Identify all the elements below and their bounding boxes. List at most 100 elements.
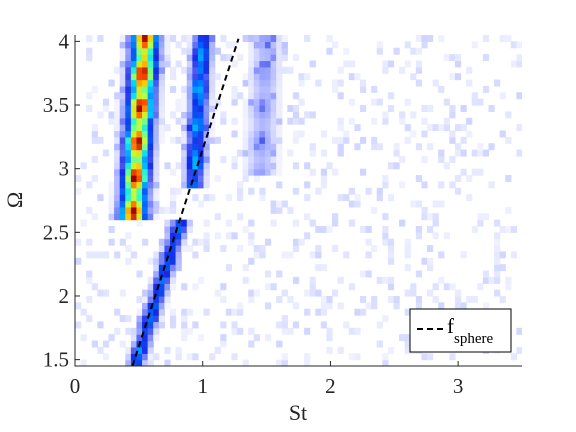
heatmap-cell (264, 79, 272, 87)
heatmap-cell (209, 98, 216, 106)
heatmap-cell (169, 225, 177, 233)
heatmap-cell (142, 66, 149, 74)
heatmap-cell (203, 79, 210, 87)
heatmap-cell (242, 162, 249, 170)
heatmap-cell (97, 289, 104, 297)
heatmap-cell (376, 98, 383, 106)
heatmap-cell (259, 41, 266, 49)
heatmap-cell (125, 346, 132, 354)
heatmap-cell (164, 346, 171, 354)
heatmap-cell (197, 66, 205, 74)
heatmap-cell (142, 315, 149, 323)
heatmap-cell (158, 117, 165, 125)
heatmap-cell (147, 60, 154, 68)
heatmap-cell (209, 79, 216, 87)
heatmap-cell (315, 308, 322, 316)
heatmap-cell (203, 85, 210, 93)
heatmap-cell (153, 251, 160, 259)
heatmap-cell (158, 251, 165, 259)
heatmap-cell (242, 168, 249, 176)
heatmap-cell (499, 295, 506, 303)
heatmap-cell (415, 79, 423, 87)
heatmap-cell (248, 41, 255, 49)
heatmap-cell (253, 47, 260, 55)
heatmap-cell (259, 60, 266, 68)
heatmap-cell (242, 225, 249, 233)
heatmap-cell (259, 162, 266, 170)
heatmap-cell (125, 98, 132, 106)
heatmap-cell (147, 105, 154, 112)
heatmap-cell (130, 98, 138, 106)
heatmap-cell (91, 213, 98, 221)
heatmap-cell (499, 225, 506, 233)
heatmap-cell (421, 206, 428, 214)
heatmap-cell (197, 73, 205, 81)
heatmap-cell (203, 219, 210, 227)
heatmap-cell (359, 136, 367, 144)
heatmap-cell (192, 35, 199, 42)
heatmap-cell (438, 251, 445, 259)
heatmap-cell (164, 302, 171, 310)
heatmap-cell (186, 66, 193, 74)
heatmap-cell (130, 175, 138, 183)
heatmap-cell (102, 353, 110, 361)
heatmap-cell (365, 187, 372, 195)
heatmap-cell (181, 238, 188, 246)
heatmap-cell (399, 111, 406, 119)
heatmap-cell (309, 219, 316, 227)
heatmap-cell (449, 155, 456, 163)
heatmap-cell (270, 149, 277, 157)
heatmap-cell (253, 149, 260, 157)
heatmap-cell (231, 92, 238, 100)
heatmap-cell (410, 130, 417, 138)
heatmap-cell (192, 54, 199, 62)
heatmap-cell (147, 194, 154, 202)
heatmap-cell (147, 200, 154, 208)
heatmap-cell (231, 98, 238, 106)
heatmap-cell (332, 85, 339, 93)
heatmap-cell (264, 124, 272, 132)
heatmap-cell (415, 175, 423, 183)
heatmap-cell (186, 155, 193, 163)
heatmap-cell (237, 213, 244, 221)
y-axis-ticks: 1.5 2 2.5 3 3.5 4 (43, 29, 80, 372)
heatmap-cell (253, 105, 260, 112)
heatmap-cell (102, 251, 110, 259)
heatmap-cell (281, 321, 288, 329)
heatmap-cell (197, 41, 205, 49)
heatmap-cell (147, 276, 154, 284)
heatmap-cell (499, 92, 506, 100)
heatmap-cell (136, 334, 143, 342)
heatmap-cell (153, 47, 160, 55)
heatmap-cell (326, 225, 333, 233)
heatmap-cell (309, 149, 316, 157)
heatmap-cell (443, 117, 450, 125)
heatmap-cell (97, 194, 104, 202)
heatmap-cell (304, 232, 311, 240)
heatmap-cell (130, 181, 138, 189)
heatmap-cell (130, 124, 138, 132)
heatmap-cell (376, 194, 383, 202)
heatmap-cell (248, 111, 255, 119)
heatmap-cell (125, 359, 132, 366)
heatmap-cell (270, 66, 277, 74)
heatmap-cell (214, 73, 221, 81)
heatmap-cell (270, 117, 277, 125)
heatmap-cell (158, 238, 165, 246)
heatmap-cell (192, 175, 199, 183)
heatmap-cell (192, 162, 199, 170)
heatmap-cell (153, 295, 160, 303)
heatmap-cell (158, 136, 165, 144)
x-tick-label: 1 (197, 374, 208, 398)
heatmap-cell (371, 143, 378, 151)
heatmap-cell (292, 105, 300, 112)
heatmap-cell (142, 213, 149, 221)
heatmap-cell (220, 321, 227, 329)
heatmap-cell (371, 136, 378, 144)
heatmap-cell (454, 149, 462, 157)
heatmap-cell (209, 85, 216, 93)
heatmap-cell (209, 194, 216, 202)
heatmap-cell (186, 219, 193, 227)
heatmap-cell (86, 251, 93, 259)
heatmap-cell (108, 334, 115, 342)
